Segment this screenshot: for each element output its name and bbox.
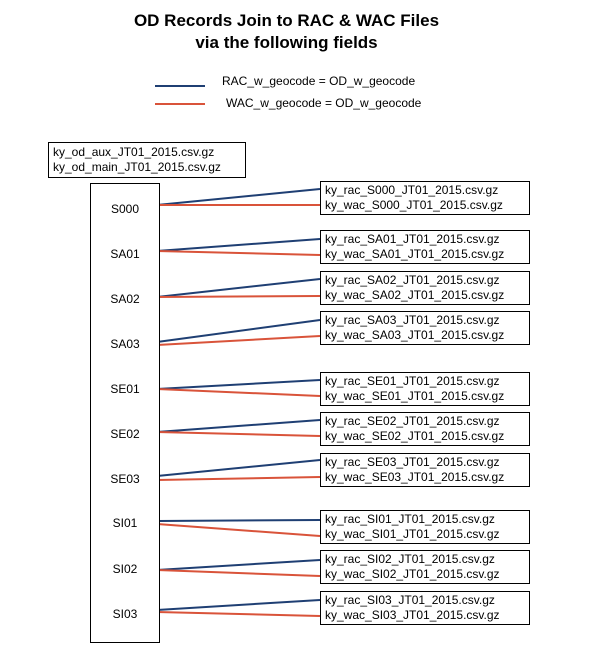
rac-join-line-se01 [156,379,321,390]
file-pair-box-sa01: ky_rac_SA01_JT01_2015.csv.gz ky_wac_SA01_… [320,230,530,264]
wac-file: ky_wac_SE01_JT01_2015.csv.gz [325,389,505,403]
rac-join-line-sa03 [156,319,321,343]
rac-file: ky_rac_SI02_JT01_2015.csv.gz [325,552,495,566]
wac-file: ky_wac_SI03_JT01_2015.csv.gz [325,608,500,622]
title-line-1: OD Records Join to RAC & WAC Files [133,11,440,30]
od-code-sa02: SA02 [110,292,140,306]
od-code-s000: S000 [110,202,140,216]
legend-wac-label: WAC_w_geocode = OD_w_geocode [226,96,422,110]
rac-file: ky_rac_SA02_JT01_2015.csv.gz [325,273,500,287]
rac-join-line-si01 [156,519,321,522]
od-codes-column [90,183,160,643]
rac-file: ky_rac_SI03_JT01_2015.csv.gz [325,593,495,607]
file-pair-box-se02: ky_rac_SE02_JT01_2015.csv.gz ky_wac_SE02_… [320,412,530,446]
wac-join-line-sa01 [156,250,321,256]
rac-join-line-se02 [156,419,321,433]
wac-file: ky_wac_SE02_JT01_2015.csv.gz [325,429,505,443]
wac-file: ky_wac_SI01_JT01_2015.csv.gz [325,527,500,541]
od-code-si03: SI03 [112,607,138,621]
od-aux-file: ky_od_aux_JT01_2015.csv.gz [53,145,215,159]
wac-join-line-si03 [156,611,321,617]
rac-file: ky_rac_SE01_JT01_2015.csv.gz [325,374,500,388]
diagram-title: OD Records Join to RAC & WAC Files via t… [0,10,573,54]
wac-join-line-se02 [156,431,321,437]
rac-join-line-s000 [156,188,321,206]
od-code-sa01: SA01 [110,247,140,261]
rac-file: ky_rac_S000_JT01_2015.csv.gz [325,183,499,197]
od-code-se02: SE02 [110,427,140,441]
od-code-se03: SE03 [110,472,140,486]
rac-join-line-sa01 [156,238,321,252]
wac-file: ky_wac_SE03_JT01_2015.csv.gz [325,470,505,484]
wac-join-line-si02 [156,569,321,577]
rac-join-line-si03 [156,599,321,611]
rac-file: ky_rac_SA03_JT01_2015.csv.gz [325,313,500,327]
od-code-se01: SE01 [110,382,140,396]
file-pair-box-si01: ky_rac_SI01_JT01_2015.csv.gz ky_wac_SI01_… [320,510,530,544]
title-line-2: via the following fields [195,33,378,52]
wac-join-line-sa02 [156,295,321,298]
rac-file: ky_rac_SE03_JT01_2015.csv.gz [325,455,500,469]
wac-file: ky_wac_SA03_JT01_2015.csv.gz [325,328,505,342]
file-pair-box-si02: ky_rac_SI02_JT01_2015.csv.gz ky_wac_SI02_… [320,550,530,584]
rac-file: ky_rac_SE02_JT01_2015.csv.gz [325,414,500,428]
od-main-file: ky_od_main_JT01_2015.csv.gz [53,160,221,174]
file-pair-box-s000: ky_rac_S000_JT01_2015.csv.gz ky_wac_S000_… [320,181,530,215]
file-pair-box-sa02: ky_rac_SA02_JT01_2015.csv.gz ky_wac_SA02_… [320,271,530,305]
file-pair-box-sa03: ky_rac_SA03_JT01_2015.csv.gz ky_wac_SA03_… [320,311,530,345]
wac-join-line-se03 [156,476,321,481]
wac-join-line-se01 [156,388,321,397]
wac-join-line-sa03 [156,335,321,346]
od-code-sa03: SA03 [110,337,140,351]
rac-join-line-si02 [156,559,321,571]
od-source-files-box: ky_od_aux_JT01_2015.csv.gz ky_od_main_JT… [48,142,246,178]
wac-file: ky_wac_S000_JT01_2015.csv.gz [325,198,503,212]
file-pair-box-si03: ky_rac_SI03_JT01_2015.csv.gz ky_wac_SI03_… [320,591,530,625]
legend-rac-label: RAC_w_geocode = OD_w_geocode [222,74,416,88]
wac-file: ky_wac_SA02_JT01_2015.csv.gz [325,288,505,302]
wac-file: ky_wac_SA01_JT01_2015.csv.gz [325,247,505,261]
rac-file: ky_rac_SI01_JT01_2015.csv.gz [325,512,495,526]
wac-join-line-si01 [156,523,321,537]
rac-join-line-sa02 [156,278,321,298]
wac-file: ky_wac_SI02_JT01_2015.csv.gz [325,567,500,581]
file-pair-box-se01: ky_rac_SE01_JT01_2015.csv.gz ky_wac_SE01_… [320,372,530,406]
od-code-si01: SI01 [112,516,138,530]
od-code-si02: SI02 [112,562,138,576]
rac-join-line-se03 [156,459,321,477]
rac-file: ky_rac_SA01_JT01_2015.csv.gz [325,232,500,246]
file-pair-box-se03: ky_rac_SE03_JT01_2015.csv.gz ky_wac_SE03_… [320,453,530,487]
